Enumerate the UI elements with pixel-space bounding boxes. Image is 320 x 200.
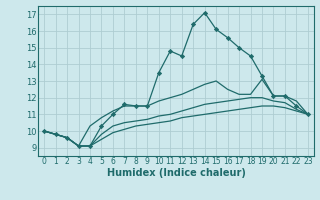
X-axis label: Humidex (Indice chaleur): Humidex (Indice chaleur)	[107, 168, 245, 178]
